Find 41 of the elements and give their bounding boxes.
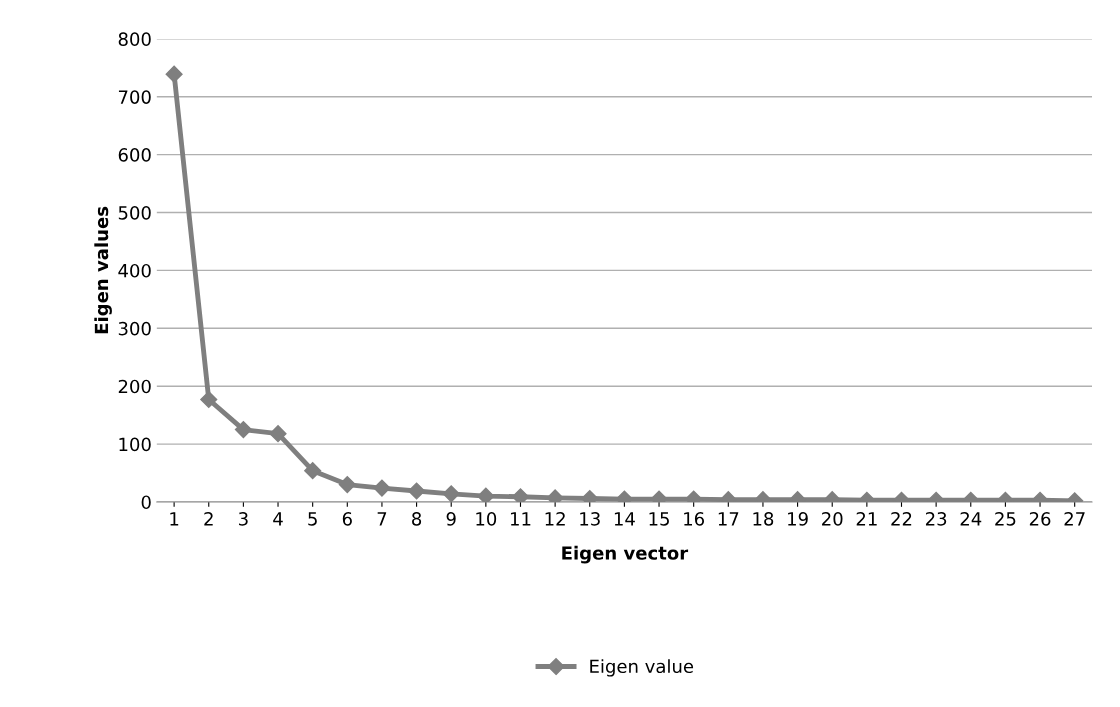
x-tick-label: 26 — [1029, 512, 1051, 526]
x-tick-label: 27 — [1064, 512, 1085, 526]
x-axis-title: Eigen vector — [562, 545, 689, 564]
y-tick-label: 100 — [119, 437, 151, 452]
y-tick-label: 700 — [118, 90, 151, 104]
x-tick-label: 5 — [308, 512, 317, 526]
x-tick-label: 14 — [614, 512, 635, 526]
x-tick-label: 10 — [476, 512, 497, 526]
x-tick-label: 4 — [273, 512, 283, 526]
x-tick-label: 13 — [580, 512, 600, 526]
y-tick-label: 300 — [118, 321, 151, 336]
x-tick-label: 22 — [891, 512, 912, 526]
x-tick-label: 8 — [412, 512, 422, 526]
x-tick-label: 24 — [960, 512, 982, 526]
x-tick-label: 18 — [753, 512, 774, 526]
legend-label: Eigen value — [590, 659, 694, 677]
x-tick-label: 1 — [170, 512, 179, 526]
x-tick-label: 3 — [239, 512, 248, 526]
x-tick-label: 21 — [856, 512, 877, 526]
x-tick-label: 19 — [788, 512, 808, 526]
y-tick-label: 200 — [118, 379, 151, 394]
x-tick-label: 7 — [377, 512, 387, 526]
x-tick-label: 6 — [342, 512, 352, 526]
x-tick-label: 25 — [995, 512, 1016, 526]
point — [165, 65, 183, 83]
y-tick-label: 800 — [118, 32, 151, 46]
x-tick-label: 20 — [822, 512, 843, 526]
x-tick-label: 11 — [510, 512, 531, 526]
y-tick-label: 500 — [118, 206, 151, 220]
x-tick-label: 12 — [545, 512, 565, 526]
x-tick-label: 17 — [718, 512, 739, 526]
point — [477, 487, 495, 502]
x-tick-label: 9 — [446, 512, 456, 526]
y-tick-label: 400 — [118, 263, 151, 278]
x-tick-label: 15 — [649, 512, 669, 526]
y-tick-label: 0 — [141, 495, 151, 510]
x-tick-label: 23 — [925, 512, 947, 526]
y-tick-label: 600 — [118, 148, 151, 162]
x-tick-label: 2 — [204, 512, 213, 526]
x-tick-label: 16 — [684, 512, 705, 526]
y-axis-title: Eigen values — [94, 206, 112, 334]
